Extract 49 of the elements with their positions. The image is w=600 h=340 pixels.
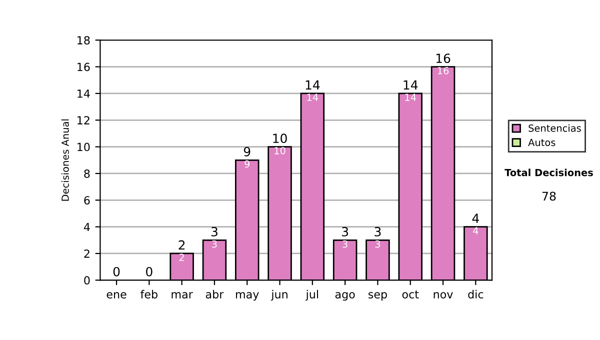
x-tick-label: jun xyxy=(270,290,288,301)
total-label: 16 xyxy=(436,54,450,64)
x-tick-label: mar xyxy=(172,292,193,298)
data-label: 14 xyxy=(405,94,416,101)
y-tick-label: 0 xyxy=(84,276,90,285)
total-label: 14 xyxy=(404,80,418,90)
legend-label: Autos xyxy=(528,138,556,146)
data-label: 10 xyxy=(274,146,286,154)
data-label: 16 xyxy=(438,66,449,74)
y-tick-label: 8 xyxy=(84,169,90,178)
total-label: 0 xyxy=(146,266,152,276)
y-tick-label: 6 xyxy=(84,196,90,205)
y-tick-label: 14 xyxy=(78,90,90,98)
total-label: 3 xyxy=(374,226,381,236)
total-label: 4 xyxy=(472,214,479,223)
data-label: 14 xyxy=(307,94,318,101)
data-label: 3 xyxy=(342,240,348,248)
data-label: 3 xyxy=(375,240,380,248)
text: 78 xyxy=(542,192,556,201)
total-label: 14 xyxy=(306,80,320,90)
total-label: 3 xyxy=(342,226,348,236)
x-tick-label: ene xyxy=(106,292,126,298)
total-label: 2 xyxy=(178,240,185,250)
total-label: 3 xyxy=(211,226,218,236)
x-tick-label: may xyxy=(236,292,259,301)
data-label: 2 xyxy=(179,254,184,261)
data-label: 9 xyxy=(244,160,250,168)
x-tick-label: feb xyxy=(140,290,158,298)
x-tick-label: nov xyxy=(434,292,453,298)
y-axis-title: Decisiones Anual xyxy=(61,119,69,201)
legend-label: Sentencias xyxy=(528,124,581,132)
y-tick-label: 4 xyxy=(84,222,90,232)
x-tick-label: abr xyxy=(206,290,224,298)
y-tick-label: 10 xyxy=(78,142,90,152)
total-label: 10 xyxy=(273,134,287,144)
total-label: 9 xyxy=(244,146,250,156)
y-tick-label: 16 xyxy=(78,62,90,72)
data-label: 3 xyxy=(212,240,217,248)
y-tick-label: 12 xyxy=(78,116,90,124)
x-tick-label: ago xyxy=(335,292,355,301)
data-label: 4 xyxy=(473,227,478,234)
total-label: 0 xyxy=(113,266,120,276)
text: Total Decisiones xyxy=(504,168,593,176)
x-tick-label: oct xyxy=(402,290,419,298)
x-tick-label: jul xyxy=(306,290,318,301)
y-tick-label: 18 xyxy=(78,36,90,44)
x-tick-label: sep xyxy=(368,292,387,301)
x-tick-label: dic xyxy=(468,290,484,298)
y-tick-label: 2 xyxy=(84,249,90,258)
